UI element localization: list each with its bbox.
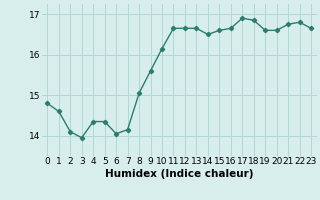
X-axis label: Humidex (Indice chaleur): Humidex (Indice chaleur) <box>105 169 253 179</box>
